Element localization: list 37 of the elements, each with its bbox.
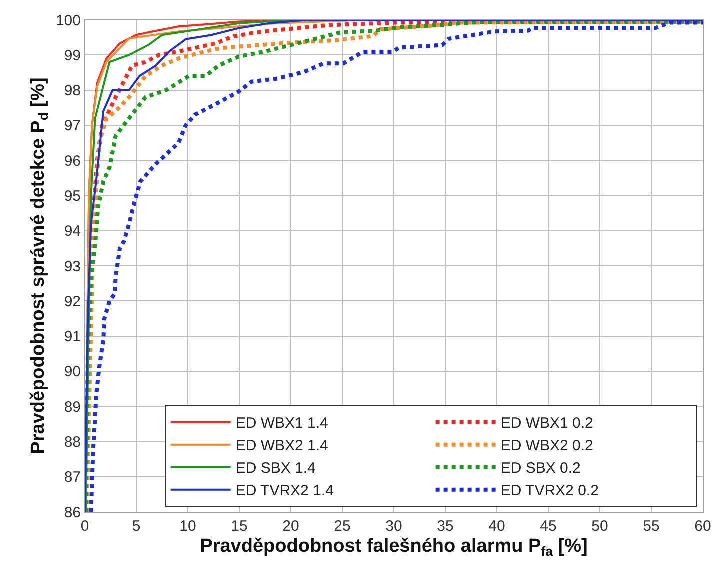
- legend-label: ED SBX 1.4: [236, 460, 316, 478]
- x-tick-label: 55: [643, 518, 660, 535]
- y-tick-label: 98: [64, 82, 81, 100]
- y-tick-label: 88: [64, 434, 81, 451]
- legend-label: ED WBX2 0.2: [500, 438, 594, 455]
- x-tick-label: 50: [592, 518, 608, 535]
- y-tick-label: 97: [64, 118, 81, 135]
- legend-label: ED WBX2 1.4: [236, 438, 328, 455]
- x-tick-label: 30: [386, 518, 402, 535]
- legend-label: ED TVRX2 1.4: [236, 482, 334, 500]
- x-tick-label: 45: [540, 518, 557, 535]
- x-tick-label: 10: [180, 518, 196, 535]
- y-tick-label: 93: [64, 258, 81, 276]
- y-tick-label: 94: [64, 223, 81, 240]
- x-tick-label: 25: [334, 518, 351, 535]
- y-tick-label: 89: [64, 398, 81, 416]
- y-tick-label: 86: [64, 504, 81, 522]
- y-tick-label: 99: [64, 47, 81, 64]
- y-tick-label: 95: [64, 188, 81, 205]
- x-tick-label: 35: [437, 518, 454, 535]
- x-tick-label: 40: [488, 518, 506, 535]
- y-tick-label: 92: [64, 293, 81, 310]
- legend-label: ED WBX1 1.4: [236, 415, 328, 432]
- legend-label: ED TVRX2 0.2: [500, 482, 599, 500]
- x-tick-label: 60: [694, 518, 712, 535]
- x-axis-title: Pravděpodobnost falešného alarmu P$_{fa}$ [%]: [200, 536, 588, 559]
- y-tick-label: 96: [64, 152, 81, 170]
- x-tick-label: 0: [80, 518, 90, 535]
- x-tick-label: 20: [282, 518, 300, 535]
- y-tick-label: 91: [64, 328, 81, 346]
- legend-label: ED WBX1 0.2: [500, 415, 594, 432]
- legend-label: ED SBX 0.2: [500, 460, 581, 478]
- y-tick-label: 87: [64, 469, 81, 486]
- y-tick-label: 100: [56, 12, 81, 30]
- x-tick-label: 5: [132, 518, 141, 535]
- y-tick-label: 90: [64, 364, 81, 381]
- x-tick-label: 15: [231, 518, 248, 535]
